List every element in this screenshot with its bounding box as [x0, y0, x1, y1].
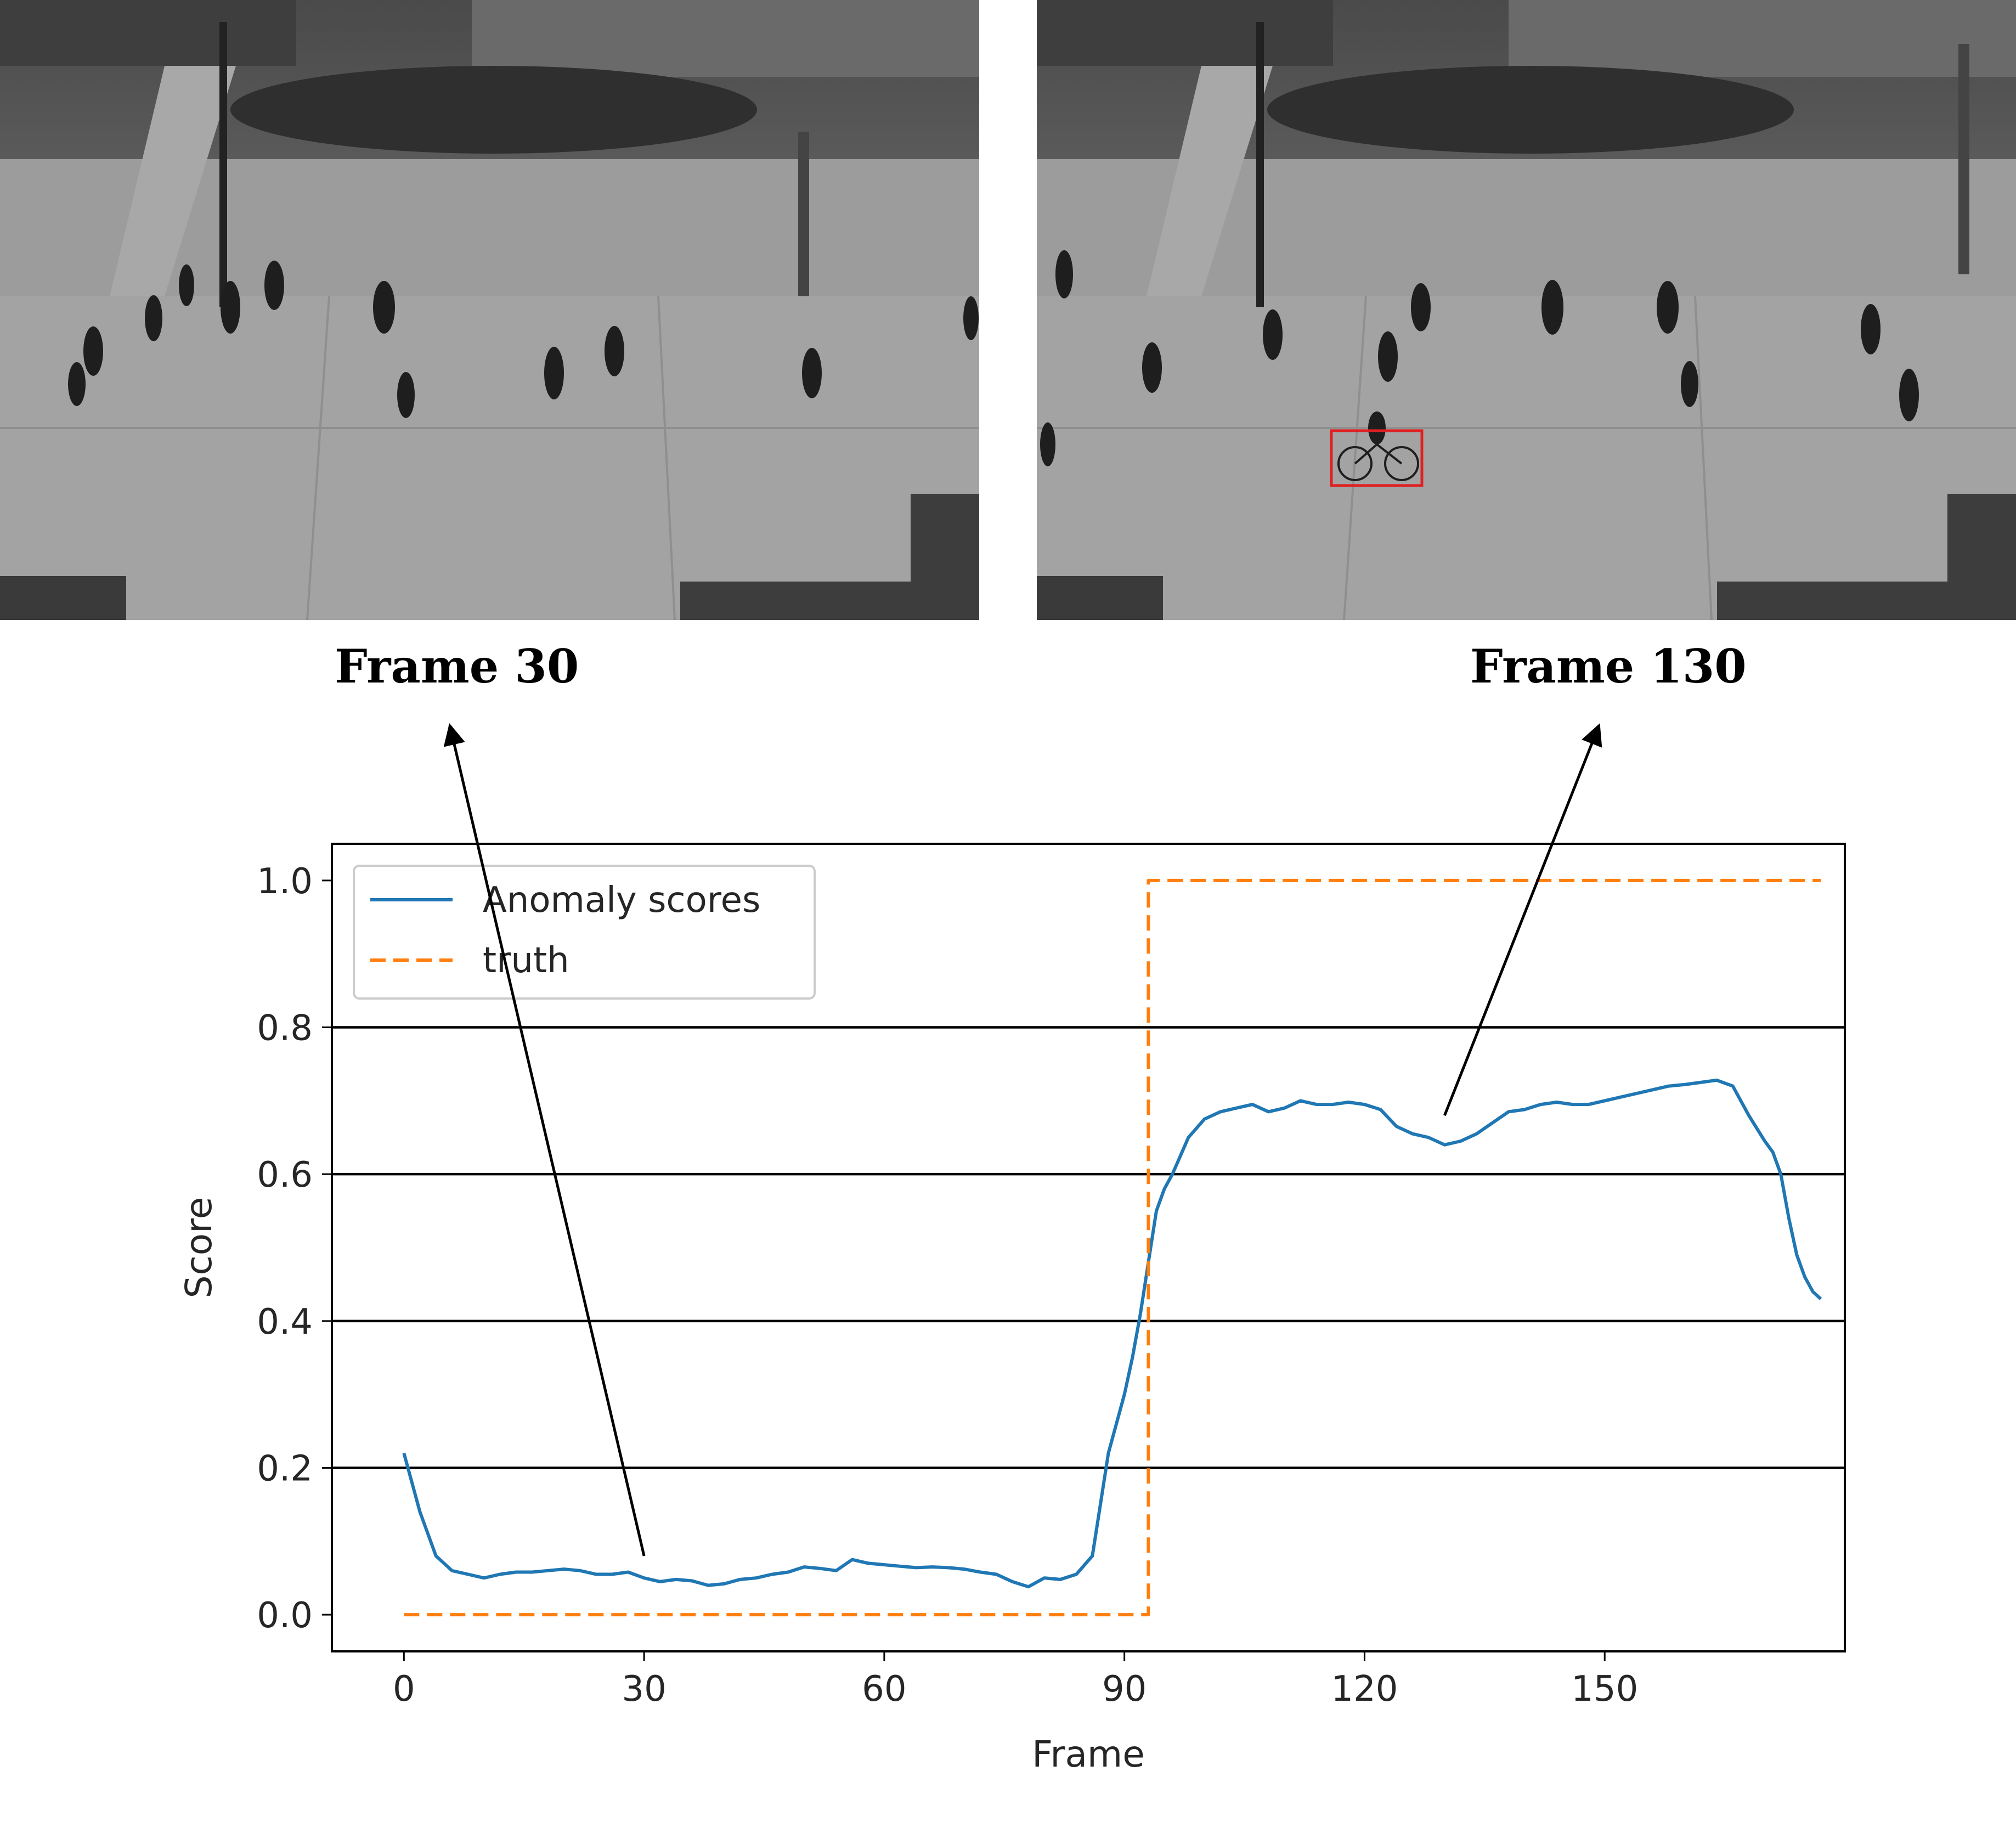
x-tick-label: 120 [1331, 1669, 1398, 1710]
annotation-arrow [443, 723, 646, 1556]
x-tick-label: 90 [1102, 1669, 1147, 1710]
frame-130-caption: Frame 130 [1470, 639, 1747, 693]
x-tick-label: 0 [393, 1669, 415, 1710]
frame-30-image [0, 0, 979, 620]
legend-label: Anomaly scores [483, 880, 760, 921]
x-tick-label: 30 [622, 1669, 666, 1710]
legend-box [353, 865, 816, 1000]
annotation-arrow [1443, 723, 1602, 1116]
y-tick-label: 0.8 [257, 1008, 313, 1049]
x-tick-label: 60 [862, 1669, 906, 1710]
x-tick-label: 150 [1571, 1669, 1638, 1710]
legend-label: truth [483, 940, 569, 981]
y-tick-label: 0.2 [257, 1448, 313, 1489]
y-axis-label: Score [178, 1197, 220, 1299]
anomaly-score-chart: 0 30 60 90 120 150 0.0 0.2 0.4 0.6 0.8 1.0 Frame Scor… [178, 843, 1846, 1775]
x-axis-label: Frame [1032, 1733, 1145, 1775]
y-tick-label: 1.0 [257, 861, 313, 902]
anomaly-bounding-box [1330, 429, 1424, 487]
y-tick-label: 0.6 [257, 1155, 313, 1195]
plot-frame [331, 843, 1846, 1652]
y-tick-label: 0.4 [257, 1302, 313, 1342]
frame-30-caption: Frame 30 [335, 639, 579, 693]
frame-130-image [1037, 0, 2016, 620]
series-line-truth [404, 878, 1821, 1617]
series-line-anomaly-scores [402, 1078, 1822, 1589]
y-tick-label: 0.0 [257, 1595, 313, 1636]
